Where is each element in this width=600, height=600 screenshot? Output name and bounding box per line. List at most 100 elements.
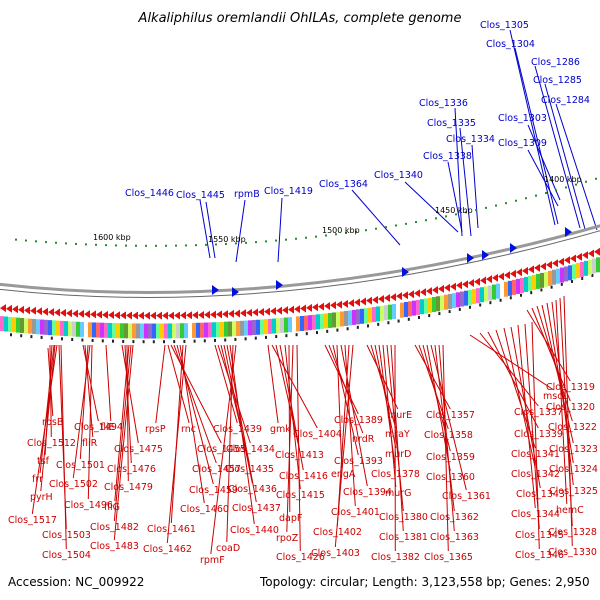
reverse-gene-label: Clos_1325 — [549, 486, 598, 497]
reverse-gene-label: Clos_1403 — [311, 548, 360, 559]
gene-color-band — [524, 276, 528, 292]
scale-dot — [135, 244, 137, 247]
reverse-gene-label: Clos_1378 — [371, 469, 420, 480]
reverse-leader-line — [536, 305, 573, 422]
gene-dot — [101, 339, 104, 343]
gene-color-band — [380, 305, 384, 321]
reverse-strand-arrow — [42, 307, 48, 316]
reverse-strand-arrow — [498, 272, 504, 281]
gene-color-band — [20, 317, 24, 333]
gene-dot — [346, 327, 349, 331]
gene-color-band — [104, 322, 108, 338]
reverse-strand-arrow — [438, 284, 444, 293]
forward-gene-label: Clos_1445 — [176, 190, 225, 201]
gene-color-band — [296, 316, 300, 332]
reverse-gene-label: Clos_1393 — [334, 456, 383, 467]
gene-color-band — [264, 319, 268, 335]
reverse-leader-line — [563, 295, 573, 547]
reverse-gene-label: Clos_1501 — [56, 460, 105, 471]
scale-dot — [295, 237, 297, 240]
gene-color-band — [120, 323, 124, 339]
reverse-gene-label: Clos_1357 — [426, 410, 475, 421]
scale-dot — [165, 244, 167, 247]
scale-dot — [45, 241, 47, 244]
reverse-leader-line — [442, 344, 449, 552]
gene-color-band — [248, 320, 252, 336]
gene-dot — [367, 324, 369, 328]
reverse-strand-arrow — [486, 275, 492, 284]
reverse-strand-arrow — [324, 301, 330, 310]
gene-color-band — [572, 264, 576, 280]
reverse-leader-line — [72, 344, 91, 479]
reverse-gene-label: Clos_1404 — [293, 429, 342, 440]
reverse-gene-label: Clos_1460 — [180, 504, 229, 515]
gene-dot — [458, 307, 461, 311]
reverse-leader-line — [114, 344, 130, 502]
reverse-leader-line — [121, 344, 139, 444]
reverse-strand-arrow — [114, 311, 120, 320]
reverse-leader-line — [40, 344, 56, 492]
gene-color-band — [52, 320, 56, 336]
gene-color-band — [328, 312, 332, 328]
reverse-strand-arrow — [408, 290, 414, 299]
reverse-leader-line — [84, 344, 94, 438]
reverse-strand-arrow — [492, 273, 498, 282]
scale-dot — [405, 222, 407, 225]
scale-dot — [565, 186, 567, 189]
gene-dot — [81, 338, 84, 342]
gene-color-band — [528, 275, 532, 291]
reverse-strand-arrow — [246, 308, 252, 317]
gene-dot — [183, 339, 186, 343]
reverse-strand-arrow — [162, 311, 168, 320]
gene-color-band — [304, 315, 308, 331]
gene-dot — [305, 332, 308, 336]
reverse-strand-arrow — [132, 311, 138, 320]
forward-strand-arrow — [212, 285, 219, 295]
gene-dot — [407, 317, 410, 321]
reverse-gene-label: Clos_1346 — [515, 550, 564, 561]
scale-dot — [335, 233, 337, 236]
forward-leader-line — [459, 127, 472, 237]
gene-dot — [20, 334, 23, 338]
reverse-gene-label: frr — [32, 474, 43, 485]
scale-dot — [175, 244, 177, 247]
reverse-strand-arrow — [222, 310, 228, 319]
reverse-gene-label: rpsB — [42, 417, 63, 428]
reverse-strand-arrow — [60, 308, 66, 317]
reverse-strand-arrow — [462, 280, 468, 289]
reverse-gene-label: rpmF — [200, 555, 225, 566]
forward-gene-label: Clos_1364 — [319, 179, 368, 190]
gene-dot — [173, 340, 176, 344]
reverse-leader-line — [340, 344, 368, 487]
gene-color-band — [584, 260, 588, 276]
forward-gene-label: Clos_1285 — [533, 75, 582, 86]
scale-dot — [345, 231, 347, 234]
reverse-strand-arrow — [588, 249, 594, 258]
reverse-strand-arrow — [228, 309, 234, 318]
scale-dot — [415, 221, 417, 224]
gene-color-band — [176, 323, 180, 339]
reverse-strand-arrow — [84, 310, 90, 319]
reverse-strand-arrow — [6, 304, 12, 313]
gene-color-band — [344, 310, 348, 326]
scale-dot — [55, 241, 57, 244]
gene-color-band — [348, 310, 352, 326]
reverse-leader-line — [286, 344, 294, 533]
gene-color-band — [132, 323, 136, 339]
forward-gene-label: Clos_1286 — [531, 57, 580, 68]
reverse-strand-arrow — [96, 310, 102, 319]
reverse-strand-arrow — [504, 271, 510, 280]
gene-color-band — [236, 321, 240, 337]
gene-color-band — [300, 316, 304, 331]
forward-gene-label: Clos_1338 — [423, 151, 472, 162]
gene-color-band — [184, 323, 188, 339]
gene-dot — [244, 337, 247, 341]
forward-leader-line — [199, 199, 211, 259]
gene-color-band — [272, 318, 276, 334]
reverse-strand-arrow — [444, 283, 450, 292]
reverse-gene-label: Clos_1455 — [197, 444, 246, 455]
reverse-strand-arrow — [396, 292, 402, 301]
reverse-gene-label: Clos_1361 — [442, 491, 491, 502]
reverse-gene-label: Clos_1337 — [514, 407, 563, 418]
reverse-strand-arrow — [282, 306, 288, 315]
